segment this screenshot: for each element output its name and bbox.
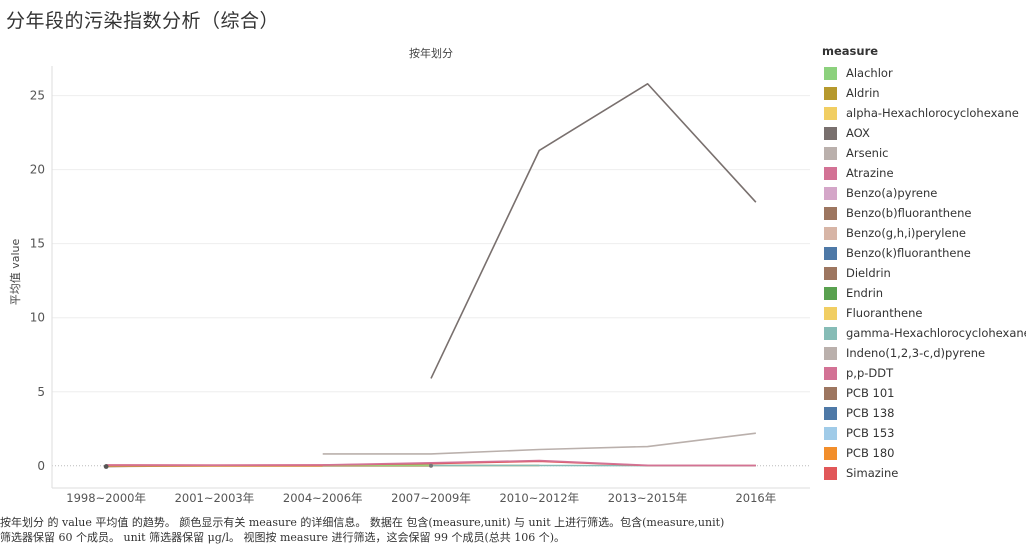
- legend-item[interactable]: Indeno(1,2,3-c,d)pyrene: [818, 343, 1026, 363]
- legend-label: gamma-Hexachlorocyclohexane: [846, 326, 1026, 340]
- legend-swatch: [824, 306, 837, 320]
- legend-swatch: [824, 446, 837, 460]
- legend-item[interactable]: gamma-Hexachlorocyclohexane: [818, 323, 1026, 343]
- x-tick-label: 2004~2006年: [283, 491, 363, 505]
- legend-item[interactable]: Benzo(a)pyrene: [818, 183, 1026, 203]
- page-title: 分年段的污染指数分析（综合）: [6, 10, 280, 32]
- legend-item[interactable]: PCB 101: [818, 383, 1026, 403]
- legend-swatch: [824, 286, 837, 300]
- chart-title: 按年划分: [409, 46, 453, 60]
- legend-swatch: [824, 166, 837, 180]
- legend-label: PCB 101: [846, 386, 895, 400]
- legend-swatch: [824, 246, 837, 260]
- legend-swatch: [824, 186, 837, 200]
- legend-item[interactable]: Arsenic: [818, 143, 1026, 163]
- legend-item[interactable]: p,p-DDT: [818, 363, 1026, 383]
- legend-swatch: [824, 466, 837, 480]
- legend-label: PCB 138: [846, 406, 895, 420]
- y-tick-label: 15: [30, 237, 45, 251]
- legend-swatch: [824, 366, 837, 380]
- y-tick-label: 20: [30, 163, 45, 177]
- y-tick-label: 10: [30, 311, 45, 325]
- legend-label: Arsenic: [846, 146, 889, 160]
- legend-item[interactable]: Alachlor: [818, 63, 1026, 83]
- legend-swatch: [824, 406, 837, 420]
- legend-swatch: [824, 426, 837, 440]
- series-line: [106, 459, 756, 467]
- legend-label: Aldrin: [846, 86, 880, 100]
- legend-label: Benzo(k)fluoranthene: [846, 246, 971, 260]
- legend-swatch: [824, 66, 837, 80]
- y-tick-label: 25: [30, 89, 45, 103]
- legend-label: Benzo(g,h,i)perylene: [846, 226, 966, 240]
- legend-label: p,p-DDT: [846, 366, 894, 380]
- legend-item[interactable]: Benzo(k)fluoranthene: [818, 243, 1026, 263]
- y-tick-label: 0: [37, 459, 45, 473]
- legend-item[interactable]: AOX: [818, 123, 1026, 143]
- legend-label: PCB 180: [846, 446, 895, 460]
- caption-line: 按年划分 的 value 平均值 的趋势。 颜色显示有关 measure 的详细…: [0, 516, 725, 529]
- legend-label: alpha-Hexachlorocyclohexane: [846, 106, 1019, 120]
- legend-swatch: [824, 146, 837, 160]
- y-axis-label: 平均值 value: [9, 238, 22, 305]
- legend-title: measure: [822, 44, 879, 58]
- legend-item[interactable]: Benzo(g,h,i)perylene: [818, 223, 1026, 243]
- legend-item[interactable]: Simazine: [818, 463, 1026, 483]
- series-line: [430, 82, 757, 379]
- legend-swatch: [824, 226, 837, 240]
- legend: measure Alachlor Aldrin alpha-Hexachlorocy…: [818, 44, 1026, 483]
- legend-swatch: [824, 326, 837, 340]
- legend-label: Endrin: [846, 286, 884, 300]
- legend-label: PCB 153: [846, 426, 895, 440]
- legend-item[interactable]: Dieldrin: [818, 263, 1026, 283]
- x-tick-label: 2016年: [735, 491, 776, 505]
- legend-item[interactable]: alpha-Hexachlorocyclohexane: [818, 103, 1026, 123]
- legend-label: Dieldrin: [846, 266, 891, 280]
- legend-label: Atrazine: [846, 166, 894, 180]
- legend-item[interactable]: Aldrin: [818, 83, 1026, 103]
- legend-swatch: [824, 346, 837, 360]
- legend-label: Fluoranthene: [846, 306, 923, 320]
- x-tick-label: 2001~2003年: [175, 491, 255, 505]
- chart-caption: 按年划分 的 value 平均值 的趋势。 颜色显示有关 measure 的详细…: [0, 515, 800, 545]
- legend-swatch: [824, 106, 837, 120]
- legend-item[interactable]: Endrin: [818, 283, 1026, 303]
- legend-label: Alachlor: [846, 66, 893, 80]
- y-tick-label: 5: [37, 385, 45, 399]
- series-point: [429, 463, 433, 468]
- legend-swatch: [824, 386, 837, 400]
- legend-item[interactable]: Atrazine: [818, 163, 1026, 183]
- legend-item[interactable]: Benzo(b)fluoranthene: [818, 203, 1026, 223]
- legend-label: Simazine: [846, 466, 899, 480]
- legend-item[interactable]: PCB 153: [818, 423, 1026, 443]
- x-tick-label: 2013~2015年: [608, 491, 688, 505]
- legend-swatch: [824, 206, 837, 220]
- legend-label: Indeno(1,2,3-c,d)pyrene: [846, 346, 986, 360]
- legend-label: AOX: [846, 126, 870, 140]
- x-tick-label: 2007~2009年: [391, 491, 471, 505]
- legend-swatch: [824, 266, 837, 280]
- legend-item[interactable]: Fluoranthene: [818, 303, 1026, 323]
- legend-swatch: [824, 126, 837, 140]
- legend-label: Benzo(b)fluoranthene: [846, 206, 972, 220]
- legend-label: Benzo(a)pyrene: [846, 186, 938, 200]
- series-line: [322, 432, 756, 455]
- x-tick-label: 1998~2000年: [66, 491, 146, 505]
- series-point: [103, 464, 109, 469]
- legend-swatch: [824, 86, 837, 100]
- legend-item[interactable]: PCB 138: [818, 403, 1026, 423]
- legend-item[interactable]: PCB 180: [818, 443, 1026, 463]
- x-tick-label: 2010~2012年: [499, 491, 579, 505]
- caption-line: 筛选器保留 60 个成员。 unit 筛选器保留 μg/l。 视图按 measu…: [0, 531, 566, 544]
